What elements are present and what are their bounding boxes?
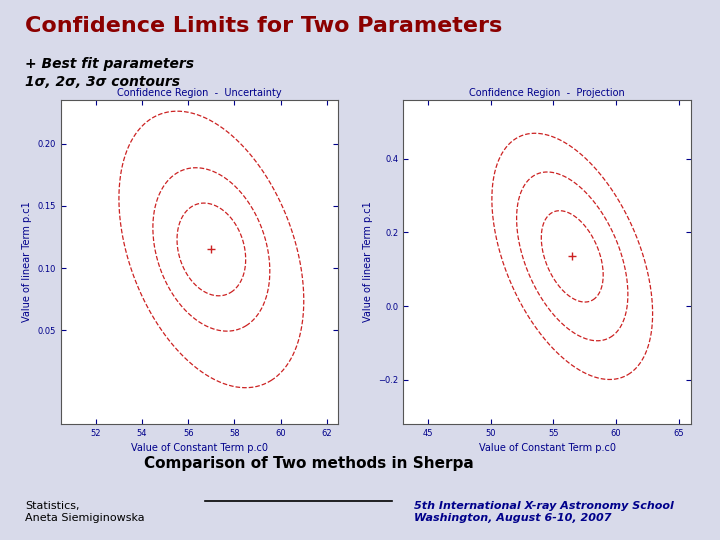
Title: Confidence Region  -  Projection: Confidence Region - Projection bbox=[469, 87, 625, 98]
Text: Confidence Limits for Two Parameters: Confidence Limits for Two Parameters bbox=[25, 16, 503, 36]
Text: Statistics,
Aneta Siemiginowska: Statistics, Aneta Siemiginowska bbox=[25, 501, 145, 523]
Text: 5th International X-ray Astronomy School
Washington, August 6-10, 2007: 5th International X-ray Astronomy School… bbox=[414, 501, 674, 523]
Y-axis label: Value of linear Term p.c1: Value of linear Term p.c1 bbox=[363, 201, 373, 322]
X-axis label: Value of Constant Term p.c0: Value of Constant Term p.c0 bbox=[479, 443, 616, 453]
Y-axis label: Value of linear Term p.c1: Value of linear Term p.c1 bbox=[22, 201, 32, 322]
Text: + Best fit parameters: + Best fit parameters bbox=[25, 57, 194, 71]
Text: Comparison of Two methods in Sherpa: Comparison of Two methods in Sherpa bbox=[144, 456, 474, 471]
Text: 1σ, 2σ, 3σ contours: 1σ, 2σ, 3σ contours bbox=[25, 75, 180, 89]
Title: Confidence Region  -  Uncertainty: Confidence Region - Uncertainty bbox=[117, 87, 282, 98]
X-axis label: Value of Constant Term p.c0: Value of Constant Term p.c0 bbox=[131, 443, 269, 453]
